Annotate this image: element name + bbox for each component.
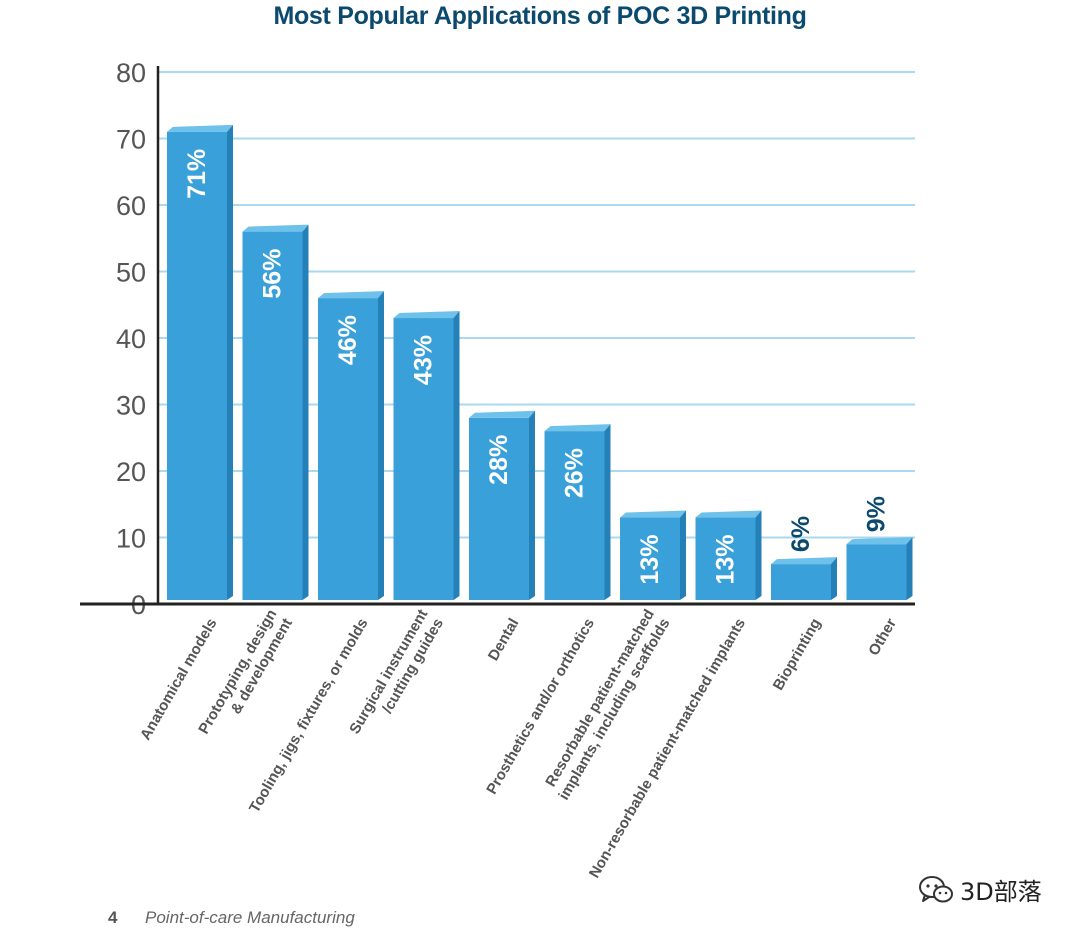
bar-top bbox=[846, 537, 913, 545]
bar-top bbox=[469, 410, 535, 418]
bar-front bbox=[771, 564, 831, 600]
bar-side bbox=[755, 510, 762, 600]
bar-front bbox=[695, 517, 756, 600]
data-label: 56% bbox=[259, 249, 287, 299]
data-label: 9% bbox=[863, 496, 891, 532]
bar-10 bbox=[846, 537, 913, 600]
bar-front bbox=[846, 544, 907, 600]
watermark: 3D部落 bbox=[918, 872, 1042, 907]
watermark-text: 3D部落 bbox=[960, 878, 1042, 906]
y-tick-label: 30 bbox=[116, 391, 146, 421]
y-tick-label: 20 bbox=[116, 457, 146, 487]
bar-6 bbox=[544, 424, 611, 600]
data-label: 6% bbox=[787, 516, 815, 552]
bar-side bbox=[680, 510, 686, 600]
bar-4 bbox=[393, 311, 460, 600]
data-label: 28% bbox=[485, 435, 513, 485]
y-tick-label: 80 bbox=[116, 58, 146, 88]
y-tick-label: 50 bbox=[116, 258, 146, 288]
bar-2 bbox=[242, 224, 309, 600]
axes bbox=[80, 66, 915, 606]
bar-3 bbox=[318, 291, 384, 600]
bar-side bbox=[906, 537, 913, 600]
bar-top bbox=[695, 510, 762, 518]
data-label: 13% bbox=[712, 535, 740, 585]
wechat-icon bbox=[919, 875, 953, 902]
bar-front bbox=[393, 318, 454, 600]
y-tick-label: 60 bbox=[116, 191, 146, 221]
data-label: 46% bbox=[334, 315, 362, 365]
x-tick-label: Bioprinting bbox=[770, 616, 825, 694]
bar-top bbox=[318, 291, 384, 299]
bar-side bbox=[378, 291, 384, 600]
data-labels: 71% 56% 46% 43% 28% 26% 13% 13% 6% 9% bbox=[183, 149, 891, 585]
x-tick-label: Non-resorbable patient-matched implants bbox=[586, 616, 749, 881]
bar-front bbox=[242, 231, 303, 600]
bar-5 bbox=[469, 410, 535, 600]
bar-side bbox=[604, 424, 611, 600]
y-tick-label: 40 bbox=[116, 324, 146, 354]
chart-title: Most Popular Applications of POC 3D Prin… bbox=[273, 2, 807, 30]
bar-8 bbox=[695, 510, 762, 600]
bar-7 bbox=[620, 510, 686, 600]
bar-top bbox=[242, 224, 309, 232]
bar-top bbox=[620, 510, 686, 518]
bar-9 bbox=[771, 557, 837, 600]
bar-top bbox=[393, 311, 460, 319]
bar-top bbox=[771, 557, 837, 565]
y-tick-label: 10 bbox=[116, 524, 146, 554]
bars bbox=[167, 124, 913, 600]
bar-top bbox=[167, 124, 233, 132]
bar-side bbox=[529, 410, 535, 600]
data-label: 43% bbox=[410, 335, 438, 385]
data-label: 71% bbox=[183, 149, 211, 199]
bar-front bbox=[469, 417, 529, 600]
bar-front bbox=[620, 517, 680, 600]
x-tick-label: Dental bbox=[485, 616, 523, 664]
x-tick-label: Other bbox=[865, 615, 900, 658]
bar-side bbox=[227, 124, 233, 600]
bar-side bbox=[302, 224, 309, 600]
bar-front bbox=[544, 431, 605, 600]
y-tick-label: 70 bbox=[116, 125, 146, 155]
data-label: 13% bbox=[636, 535, 664, 585]
bar-side bbox=[453, 311, 460, 600]
bar-front bbox=[318, 298, 378, 600]
bar-front bbox=[167, 131, 227, 600]
y-axis-ticks: 01020304050607080 bbox=[116, 58, 146, 620]
bar-top bbox=[544, 424, 611, 432]
data-label: 26% bbox=[561, 448, 589, 498]
bar-side bbox=[831, 557, 837, 600]
footer-text: Point-of-care Manufacturing bbox=[145, 908, 355, 927]
bar-1 bbox=[167, 124, 233, 600]
footer-page-number: 4 bbox=[108, 908, 118, 927]
